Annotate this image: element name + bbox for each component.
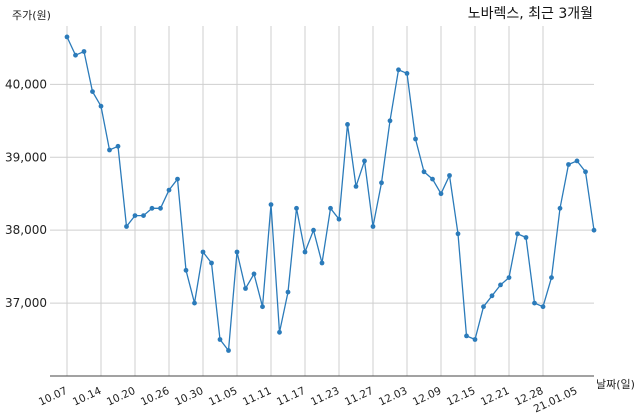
grid	[50, 26, 594, 376]
x-axis-label: 날짜(일)	[596, 377, 635, 391]
y-tick-label: 40,000	[5, 77, 47, 91]
data-point	[268, 202, 274, 208]
data-point	[353, 184, 359, 189]
data-point	[132, 213, 138, 219]
data-point	[115, 143, 121, 149]
data-point	[234, 249, 240, 255]
data-point	[540, 304, 546, 310]
data-point	[421, 169, 427, 175]
data-point	[472, 337, 478, 342]
data-point	[370, 224, 376, 229]
x-tick-label: 12.03	[377, 385, 409, 409]
data-point	[515, 231, 520, 237]
x-tick-label: 12.15	[445, 385, 477, 409]
y-tick-label: 38,000	[5, 223, 47, 237]
data-point	[107, 147, 112, 153]
data-point	[209, 260, 214, 266]
data-point	[302, 249, 308, 255]
data-point	[81, 49, 87, 54]
x-tick-label: 12.21	[479, 385, 511, 409]
data-point	[175, 176, 180, 182]
data-point	[591, 227, 597, 233]
data-point	[328, 205, 333, 211]
data-point	[566, 162, 571, 167]
data-point	[124, 224, 129, 229]
data-point	[217, 337, 223, 342]
data-point	[294, 205, 299, 211]
data-point	[506, 275, 512, 280]
data-point	[277, 329, 282, 335]
data-point	[498, 282, 503, 288]
data-point	[557, 205, 563, 211]
x-axis-ticks: 10.07 10.14 10.20 10.26 10.30 11.05 11.11 11.17…	[37, 385, 579, 415]
data-point	[379, 180, 384, 186]
data-point	[574, 158, 580, 164]
data-point	[362, 158, 367, 164]
chart-title: 노바렉스, 최근 3개월	[468, 6, 593, 22]
y-axis-ticks: 37,000 38,000 39,000 40,000	[5, 77, 47, 310]
data-point	[447, 173, 452, 178]
x-tick-label: 11.11	[241, 385, 273, 409]
x-tick-label: 10.26	[139, 385, 172, 409]
data-point	[73, 52, 78, 58]
data-point	[158, 205, 163, 211]
data-point	[345, 122, 350, 127]
x-tick-label: 11.05	[207, 385, 239, 409]
data-point	[464, 333, 469, 339]
data-point	[183, 267, 189, 273]
data-point	[489, 293, 495, 299]
data-point	[549, 275, 554, 280]
data-point	[98, 103, 104, 109]
data-point	[455, 231, 461, 237]
y-tick-label: 37,000	[5, 296, 47, 310]
data-point	[90, 89, 95, 94]
data-point	[192, 300, 197, 306]
price-points	[64, 34, 597, 353]
data-point	[413, 136, 418, 142]
y-tick-label: 39,000	[5, 150, 47, 164]
x-tick-label: 12.09	[411, 385, 443, 409]
data-point	[319, 260, 325, 266]
data-point	[404, 71, 410, 76]
x-tick-label: 11.27	[343, 385, 375, 409]
x-tick-label: 11.23	[309, 385, 341, 409]
x-tick-label: 10.30	[173, 385, 205, 409]
data-point	[481, 304, 486, 310]
data-point	[396, 67, 401, 73]
data-point	[64, 34, 70, 40]
data-point	[523, 235, 529, 240]
x-tick-label: 10.20	[105, 385, 137, 409]
data-point	[149, 205, 155, 211]
data-point	[285, 289, 291, 295]
data-point	[200, 249, 206, 255]
data-point	[438, 191, 444, 197]
data-point	[243, 286, 248, 291]
data-point	[336, 216, 342, 222]
x-tick-label: 10.14	[71, 385, 104, 409]
data-point	[532, 300, 537, 306]
data-point	[166, 187, 172, 193]
x-tick-label: 10.07	[37, 385, 69, 409]
data-point	[260, 304, 265, 310]
data-point	[251, 271, 257, 277]
x-tick-label: 11.17	[275, 385, 307, 409]
data-point	[226, 348, 231, 353]
y-axis-label: 주가(원)	[12, 9, 51, 22]
data-point	[430, 176, 435, 182]
data-point	[583, 169, 588, 175]
data-point	[311, 227, 316, 233]
data-point	[141, 213, 146, 219]
data-point	[387, 118, 393, 124]
